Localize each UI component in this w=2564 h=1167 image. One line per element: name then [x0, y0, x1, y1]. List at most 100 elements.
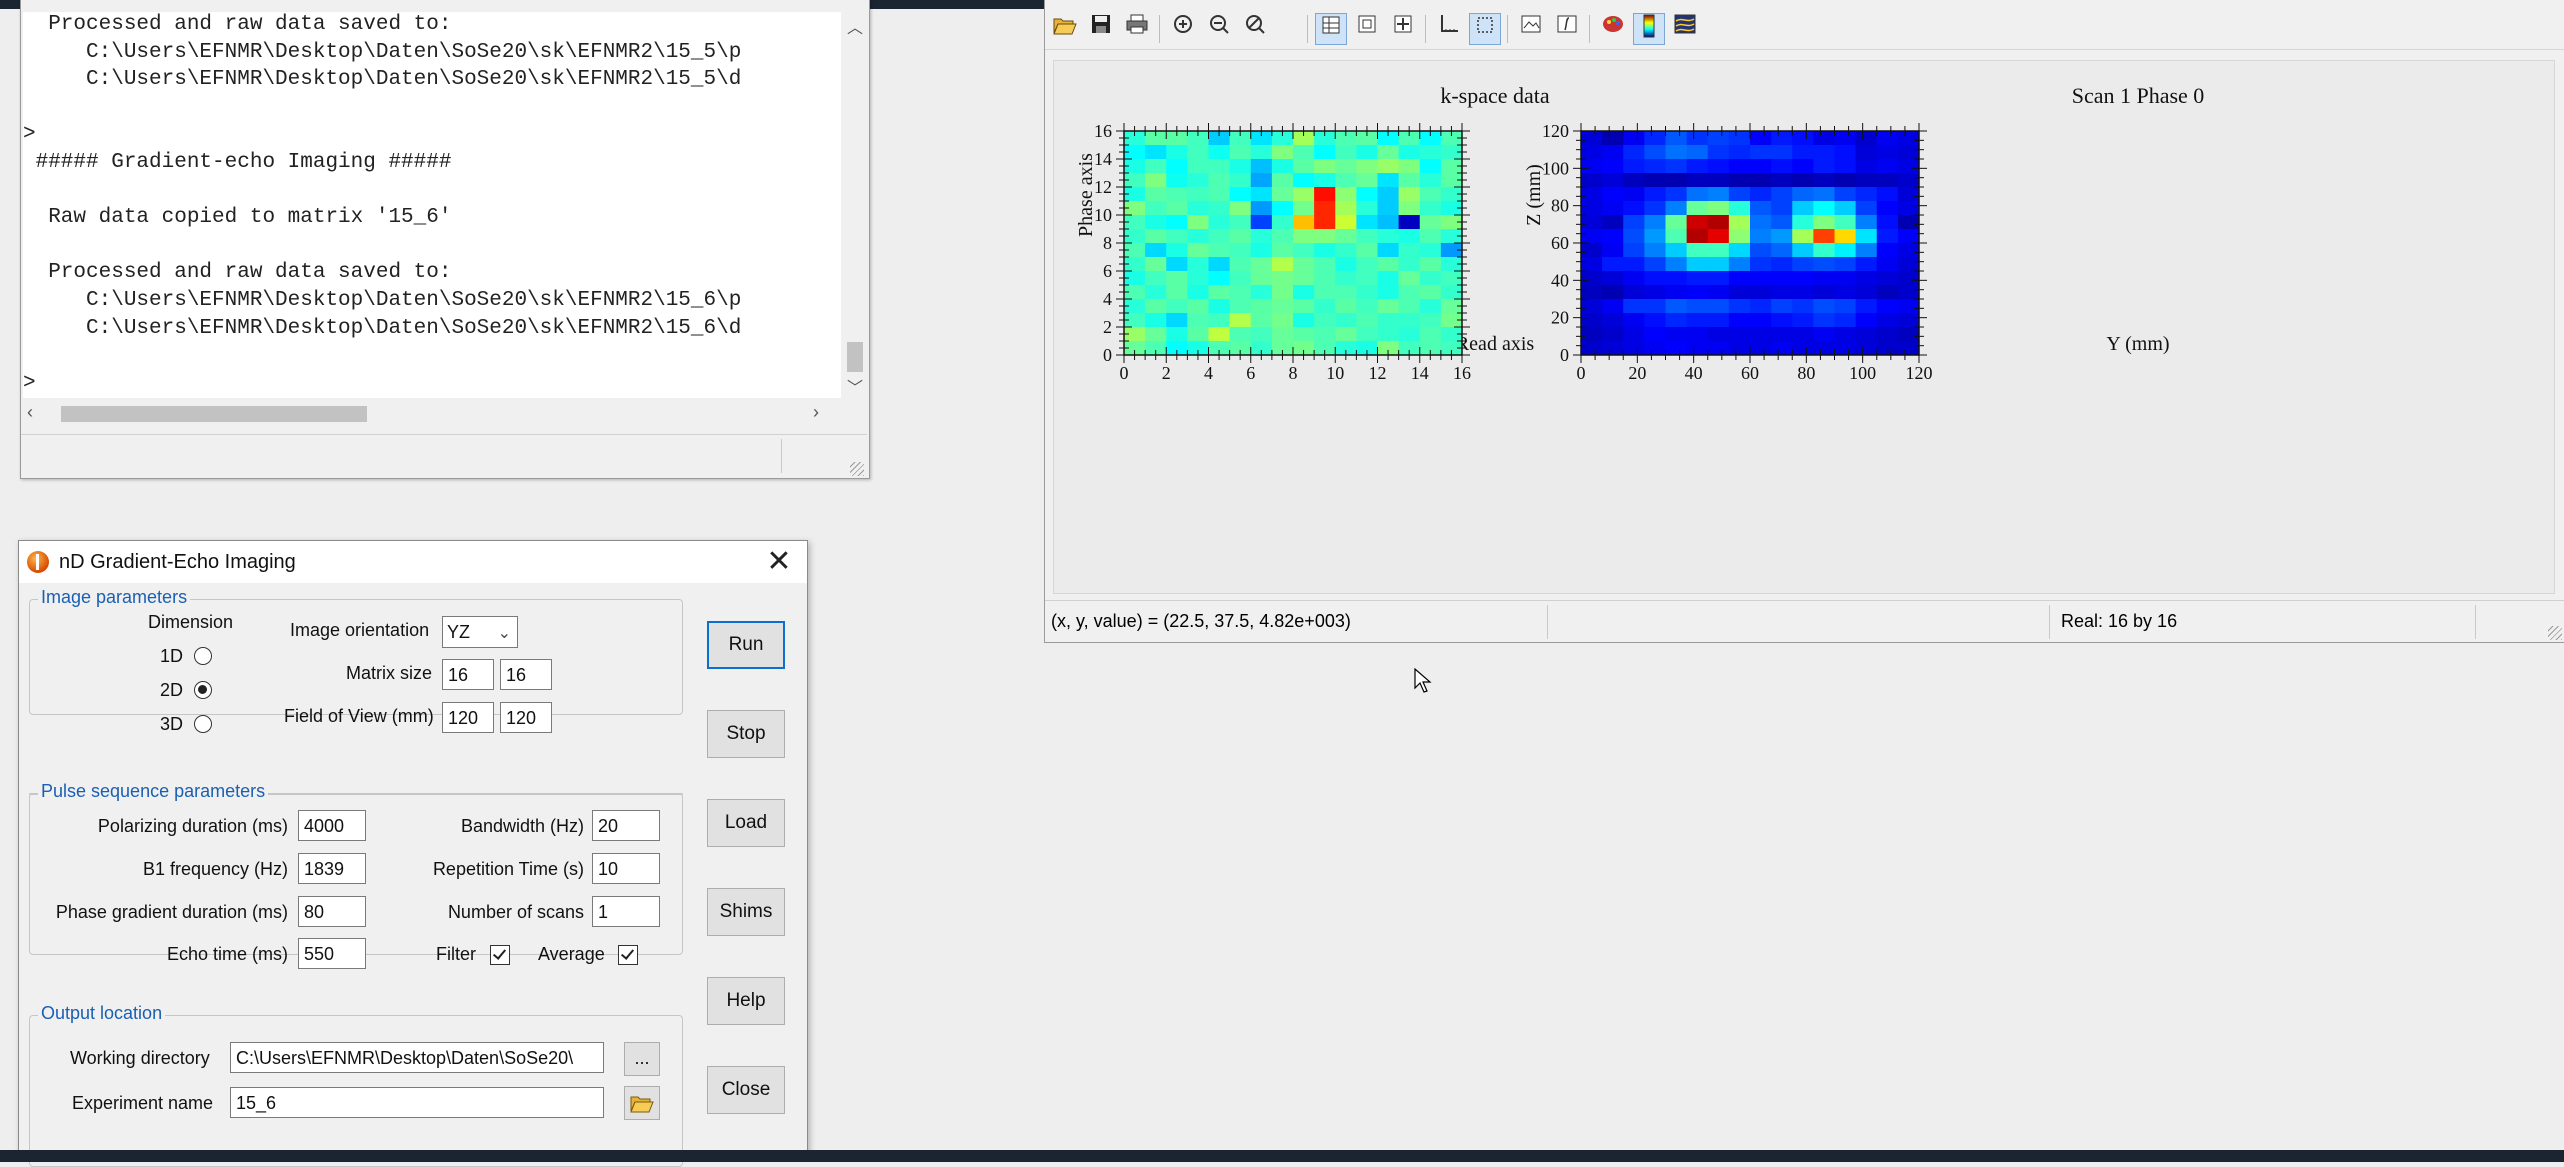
output-location-group: Output location Working directory C:\Use… — [29, 1003, 683, 1167]
plot-area[interactable]: k-space data Read axis Phase axis 0 2 4 6 8 1… — [1053, 60, 2555, 594]
integral-icon[interactable] — [1551, 13, 1583, 45]
fov-y-input[interactable]: 120 — [500, 702, 552, 733]
image-y-tick-label: 100 — [1542, 158, 1569, 178]
save-icon[interactable] — [1085, 13, 1117, 45]
kspace-cell — [1314, 229, 1336, 244]
zoom-in-icon[interactable] — [1167, 13, 1199, 45]
axes-icon[interactable] — [1433, 13, 1465, 45]
kspace-cell — [1145, 201, 1167, 216]
scroll-down-arrow-icon[interactable]: ﹀ — [846, 380, 863, 397]
average-label: Average — [538, 944, 605, 964]
kspace-cell — [1145, 327, 1167, 342]
image-cell — [1834, 215, 1857, 230]
kspace-cell — [1335, 131, 1357, 146]
dim-2d-radio[interactable] — [194, 681, 212, 699]
echo-time-input[interactable]: 550 — [298, 938, 366, 969]
dialog-titlebar[interactable]: nD Gradient-Echo Imaging ✕ — [19, 541, 807, 583]
scroll-left-arrow-icon[interactable]: ‹ — [27, 402, 33, 422]
image-cell — [1644, 285, 1666, 300]
image-cell — [1665, 131, 1688, 146]
kspace-cell — [1335, 201, 1357, 216]
console-output[interactable]: Processed and raw data saved to: C:\User… — [23, 12, 841, 398]
kspace-cell — [1124, 257, 1146, 272]
experiment-name-input[interactable]: 15_6 — [230, 1087, 604, 1118]
color-palette-icon[interactable] — [1597, 13, 1629, 45]
shims-button[interactable]: Shims — [707, 888, 785, 936]
grid-view-icon[interactable] — [1315, 13, 1347, 45]
image-cell — [1855, 313, 1878, 328]
kspace-cell — [1250, 229, 1273, 244]
average-checkbox[interactable] — [618, 945, 638, 965]
image-cell — [1581, 131, 1603, 146]
crosshair-icon[interactable] — [1387, 13, 1419, 45]
image-cell — [1665, 257, 1688, 272]
console-line: > — [23, 123, 36, 147]
fov-x-input[interactable]: 120 — [442, 702, 494, 733]
image-cell — [1750, 145, 1772, 160]
close-button[interactable]: Close — [707, 1066, 785, 1114]
polarizing-duration-input[interactable]: 4000 — [298, 810, 366, 841]
repetition-time-input[interactable]: 10 — [592, 853, 660, 884]
close-icon[interactable]: ✕ — [766, 545, 792, 578]
frame-icon[interactable] — [1351, 13, 1383, 45]
kspace-y-tick-label: 16 — [1094, 121, 1112, 141]
b1-frequency-input[interactable]: 1839 — [298, 853, 366, 884]
scroll-up-arrow-icon[interactable]: ︿ — [846, 20, 863, 37]
image-cell — [1623, 215, 1645, 230]
matrix-size-x-input[interactable]: 16 — [442, 659, 494, 690]
filter-checkbox[interactable] — [490, 945, 510, 965]
resize-grip-icon[interactable] — [850, 462, 864, 476]
plot-image-icon[interactable] — [1515, 13, 1547, 45]
console-horizontal-scrollbar[interactable]: ‹ › — [23, 398, 843, 430]
kspace-y-tick-label: 4 — [1103, 289, 1112, 309]
bandwidth-input[interactable]: 20 — [592, 810, 660, 841]
image-cell — [1750, 271, 1772, 286]
kspace-y-tick-label: 0 — [1103, 345, 1112, 365]
help-button[interactable]: Help — [707, 977, 785, 1025]
stop-button[interactable]: Stop — [707, 710, 785, 758]
kspace-cell — [1335, 285, 1357, 300]
image-cell — [1581, 243, 1603, 258]
matrix-size-y-input[interactable]: 16 — [500, 659, 552, 690]
phase-gradient-duration-input[interactable]: 80 — [298, 896, 366, 927]
load-button[interactable]: Load — [707, 799, 785, 847]
contour-plot-icon[interactable] — [1669, 13, 1701, 45]
scroll-right-arrow-icon[interactable]: › — [813, 402, 819, 422]
kspace-cell — [1440, 215, 1463, 230]
kspace-cell — [1187, 145, 1209, 160]
image-cell — [1813, 131, 1835, 146]
image-cell — [1813, 299, 1835, 314]
resize-grip-icon[interactable] — [2548, 626, 2562, 640]
open-folder-button[interactable] — [624, 1086, 660, 1120]
image-cell — [1792, 159, 1814, 174]
image-cell — [1855, 243, 1878, 258]
experiment-name-label: Experiment name — [72, 1093, 214, 1113]
number-of-scans-input[interactable]: 1 — [592, 896, 660, 927]
dim-1d-radio[interactable] — [194, 647, 212, 665]
kspace-cell — [1208, 229, 1231, 244]
dim-3d-radio[interactable] — [194, 715, 212, 733]
image-cell — [1876, 201, 1899, 216]
image-cell — [1897, 201, 1920, 216]
image-cell — [1750, 243, 1772, 258]
image-title: Scan 1 Phase 0 — [2072, 83, 2205, 108]
colorbar-icon[interactable] — [1633, 13, 1665, 45]
image-orientation-select[interactable]: YZ ⌄ — [442, 616, 518, 648]
image-cell — [1644, 257, 1666, 272]
open-file-icon[interactable] — [1049, 13, 1081, 45]
print-icon[interactable] — [1121, 13, 1153, 45]
kspace-cell — [1356, 327, 1378, 342]
browse-directory-button[interactable]: ... — [624, 1042, 660, 1076]
run-button[interactable]: Run — [707, 621, 785, 669]
console-vscroll-thumb[interactable] — [847, 342, 863, 372]
working-directory-input[interactable]: C:\Users\EFNMR\Desktop\Daten\SoSe20\ — [230, 1042, 604, 1073]
zoom-out-icon[interactable] — [1203, 13, 1235, 45]
kspace-cell — [1377, 285, 1400, 300]
console-vertical-scrollbar[interactable]: ︿ ﹀ — [843, 12, 867, 398]
console-hscroll-thumb[interactable] — [61, 406, 367, 422]
zoom-reset-icon[interactable] — [1239, 13, 1271, 45]
image-cell — [1834, 299, 1857, 314]
selection-box-icon[interactable] — [1469, 13, 1501, 45]
folder-open-icon — [630, 1096, 654, 1113]
image-cell — [1665, 187, 1688, 202]
